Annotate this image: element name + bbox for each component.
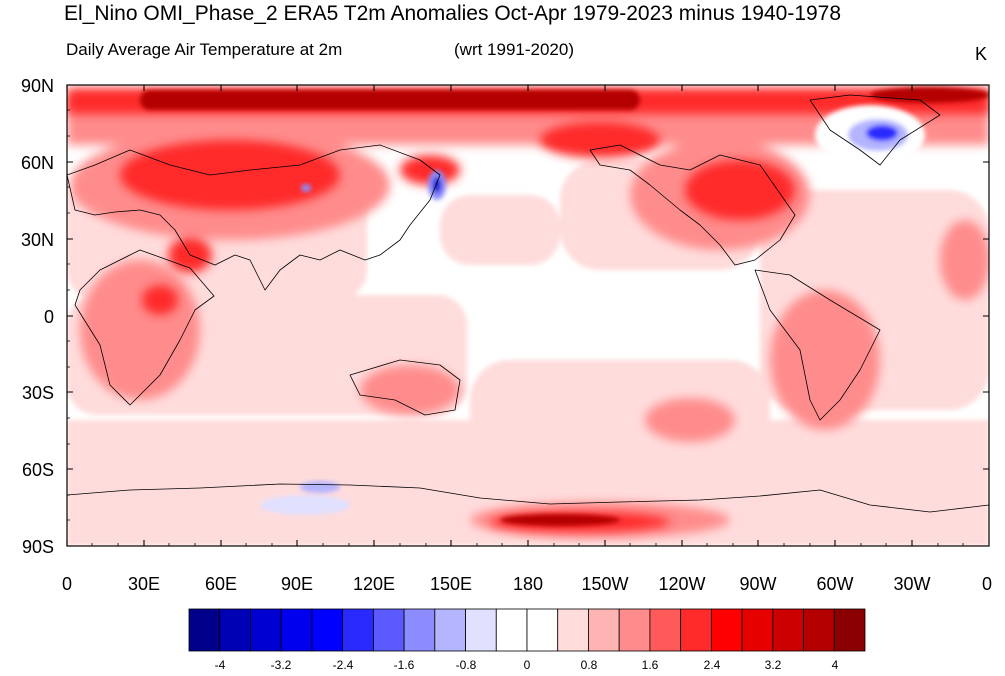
colorbar-box bbox=[618, 608, 651, 652]
colorbar-box bbox=[342, 608, 374, 652]
units-label: K bbox=[975, 44, 988, 64]
lat-tick-label: 30N bbox=[20, 230, 54, 250]
colorbar-label: 3.2 bbox=[764, 658, 782, 672]
anomaly-field bbox=[67, 85, 989, 546]
colorbar-box bbox=[772, 608, 804, 652]
colorbar-box bbox=[188, 608, 221, 652]
lon-tick-label: 150E bbox=[429, 574, 473, 594]
minor-ticks bbox=[67, 109, 964, 546]
lon-tick-label: 30E bbox=[127, 574, 161, 594]
lat-tick-label: 60S bbox=[21, 460, 54, 480]
colorbar-label: 0.8 bbox=[580, 658, 598, 672]
colorbar-box bbox=[649, 608, 682, 652]
lon-tick-label: 60E bbox=[204, 574, 238, 594]
lon-tick-label: 60W bbox=[816, 574, 854, 594]
lat-tick-label: 30S bbox=[21, 383, 54, 403]
colorbar-box bbox=[434, 608, 466, 652]
colorbar-box bbox=[403, 608, 436, 652]
colorbar-box bbox=[833, 608, 866, 652]
lon-tick-label: 0 bbox=[61, 574, 73, 594]
colorbar-label: -0.8 bbox=[455, 658, 477, 672]
colorbar-box bbox=[372, 608, 405, 652]
colorbar-box bbox=[803, 608, 835, 652]
colorbar-box bbox=[465, 608, 497, 652]
colorbar-box bbox=[526, 608, 559, 652]
colorbar-label: 1.6 bbox=[641, 658, 659, 672]
lat-tick-label: 90N bbox=[20, 76, 54, 96]
colorbar-box bbox=[311, 608, 344, 652]
colorbar-box bbox=[495, 608, 528, 652]
colorbar-box bbox=[680, 608, 712, 652]
lat-tick-label: 60N bbox=[20, 153, 54, 173]
lon-tick-label: 90E bbox=[280, 574, 314, 594]
colorbar-box bbox=[710, 608, 743, 652]
colorbar-label: 2.4 bbox=[703, 658, 721, 672]
variable-subtitle: Daily Average Air Temperature at 2m bbox=[66, 40, 343, 59]
lon-tick-label: 30W bbox=[893, 574, 931, 594]
lon-tick-label: 150W bbox=[581, 574, 629, 594]
colorbar-label: -2.4 bbox=[332, 658, 354, 672]
colorbar-box bbox=[250, 608, 282, 652]
colorbar-label: -3.2 bbox=[270, 658, 292, 672]
lat-tick-label: 90S bbox=[21, 537, 54, 557]
lon-tick-label: 90W bbox=[739, 574, 777, 594]
colorbar-label: 0 bbox=[523, 658, 531, 672]
lat-tick-label: 0 bbox=[43, 307, 54, 327]
lon-tick-label: 120E bbox=[352, 574, 396, 594]
colorbar-box bbox=[557, 608, 589, 652]
colorbar-box bbox=[280, 608, 313, 652]
colorbar-box bbox=[219, 608, 251, 652]
baseline-subtitle: (wrt 1991-2020) bbox=[454, 40, 575, 59]
colorbar-box bbox=[588, 608, 620, 652]
lon-tick-label: 120W bbox=[658, 574, 706, 594]
figure-title: El_Nino OMI_Phase_2 ERA5 T2m Anomalies O… bbox=[64, 2, 842, 25]
axis-ticks bbox=[66, 84, 989, 547]
colorbar-box bbox=[741, 608, 774, 652]
colorbar-label: -4 bbox=[214, 658, 226, 672]
colorbar-label: 4 bbox=[831, 658, 839, 672]
lon-tick-label: 0 bbox=[981, 574, 993, 594]
colorbar-label: -1.6 bbox=[393, 658, 415, 672]
lon-tick-label: 180 bbox=[512, 574, 544, 594]
